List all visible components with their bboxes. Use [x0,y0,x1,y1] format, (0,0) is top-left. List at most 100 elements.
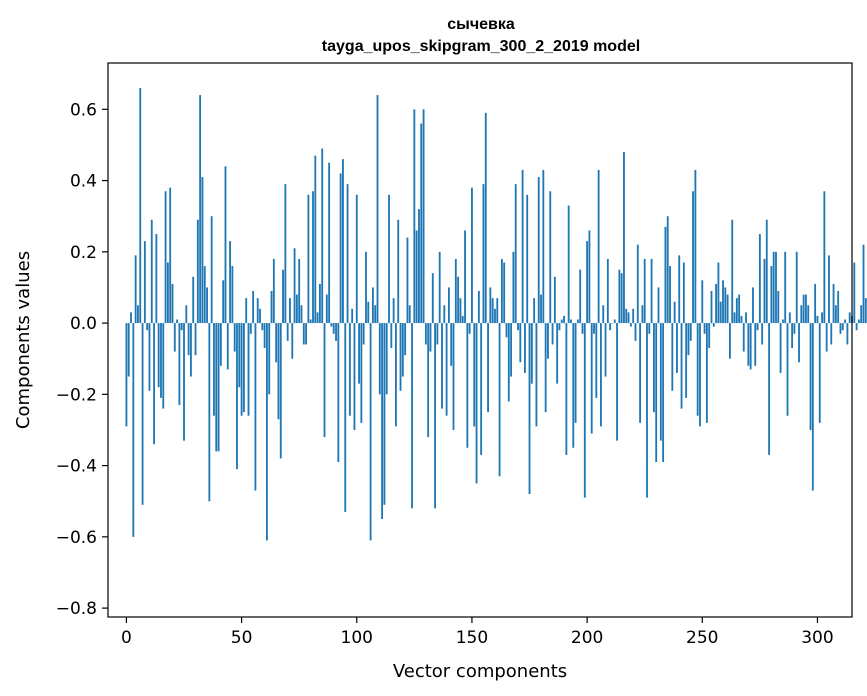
bar [593,323,595,334]
bar [779,323,782,373]
bar [669,266,671,324]
bar [814,283,817,324]
bar [210,216,213,324]
bar [187,323,190,356]
bar [125,323,128,427]
bar [323,323,326,438]
bar [600,323,602,427]
bar [482,184,485,324]
bar [305,323,308,345]
y-tick-label: −0.8 [56,599,97,619]
bar [514,184,517,324]
bar [625,308,628,324]
bar [316,312,319,324]
bar [595,323,598,398]
bar [238,323,241,388]
bar [378,323,381,395]
bar [206,287,208,324]
bar [178,323,181,406]
bar [641,305,644,324]
bar [834,305,837,324]
bar [344,323,347,512]
bar [148,323,151,391]
bar [217,323,220,452]
bar [715,283,718,324]
bar [646,323,648,498]
bar [687,323,690,356]
bar [268,323,271,395]
bar [233,323,236,352]
bar [828,255,830,324]
bar [406,237,409,324]
bar [259,308,261,324]
bar [848,312,851,324]
bar [542,169,545,324]
x-tick-label: 300 [801,628,833,648]
bar [155,234,158,324]
bar [418,209,420,324]
bar [553,276,556,324]
bar [634,323,637,341]
bar [726,294,729,324]
bar [784,251,787,324]
bar [860,305,863,324]
bar [811,323,814,491]
bar [533,298,536,324]
bar [360,323,363,423]
bar [565,323,568,455]
bar [745,312,747,324]
bar [678,255,681,324]
bar [199,95,202,324]
bar [487,323,489,413]
bar [696,323,699,416]
bar [862,244,865,324]
bar [583,323,586,498]
bar [436,323,439,345]
bar [770,266,773,324]
bar [639,323,642,423]
bar [613,319,616,324]
bar [558,323,561,331]
bar [528,323,531,495]
bar [263,323,266,349]
bar [560,319,563,324]
bar [657,287,660,324]
bar [330,323,333,327]
y-tick-label: −0.4 [56,457,97,477]
bar [659,323,662,441]
bar [173,323,176,352]
bar [517,323,519,331]
bar [802,294,805,324]
bar [758,234,761,324]
bar [434,323,436,509]
bar [295,294,298,324]
bar [623,152,625,324]
bar [203,266,206,324]
bar [729,323,731,359]
bar [705,323,708,423]
bar [443,305,446,324]
bar [837,291,840,324]
bar [752,287,754,324]
bar [719,301,722,324]
x-axis-label: Vector components [393,661,567,682]
bar [422,109,425,324]
bar [286,323,289,341]
bar [530,323,533,384]
bar [392,298,395,324]
bar [242,323,245,413]
bar [650,258,653,324]
bar [524,323,526,373]
bar [420,123,423,324]
bar [809,323,812,430]
bar [183,323,185,441]
plot-frame [107,62,853,618]
bar [284,184,287,324]
bar [208,323,211,502]
bar [498,323,501,477]
bar [355,194,358,324]
y-tick-label: 0.4 [70,172,97,192]
bar [855,323,858,331]
bar [664,226,667,324]
bar [689,323,692,341]
